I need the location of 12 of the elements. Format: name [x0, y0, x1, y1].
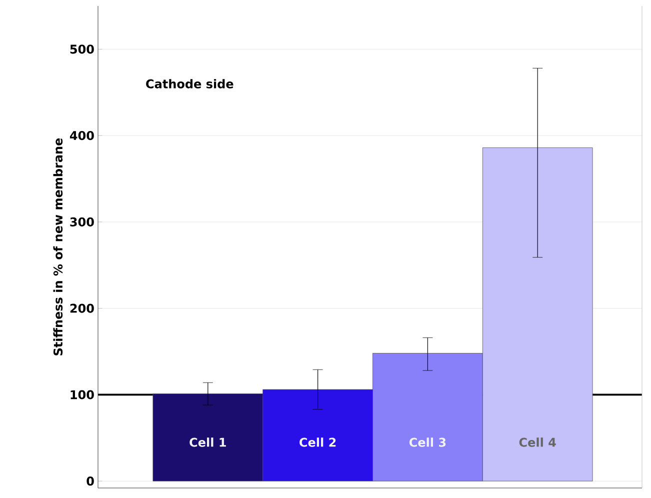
- x-tick-label: Cell 3: [409, 438, 446, 447]
- y-tick-label: 300: [70, 217, 94, 226]
- y-tick-label: 500: [70, 44, 94, 54]
- y-axis-title: Stiffness in % of new membrane: [53, 138, 63, 356]
- x-tick-label: Cell 4: [519, 438, 556, 447]
- y-tick-label: 100: [70, 390, 94, 400]
- x-tick-label: Cell 1: [190, 438, 226, 447]
- y-tick-label: 200: [70, 304, 94, 313]
- annotation: Cathode side: [146, 79, 234, 88]
- x-tick-label: Cell 2: [300, 438, 336, 447]
- y-tick-label: 400: [70, 131, 94, 140]
- y-tick-label: 0: [86, 476, 94, 486]
